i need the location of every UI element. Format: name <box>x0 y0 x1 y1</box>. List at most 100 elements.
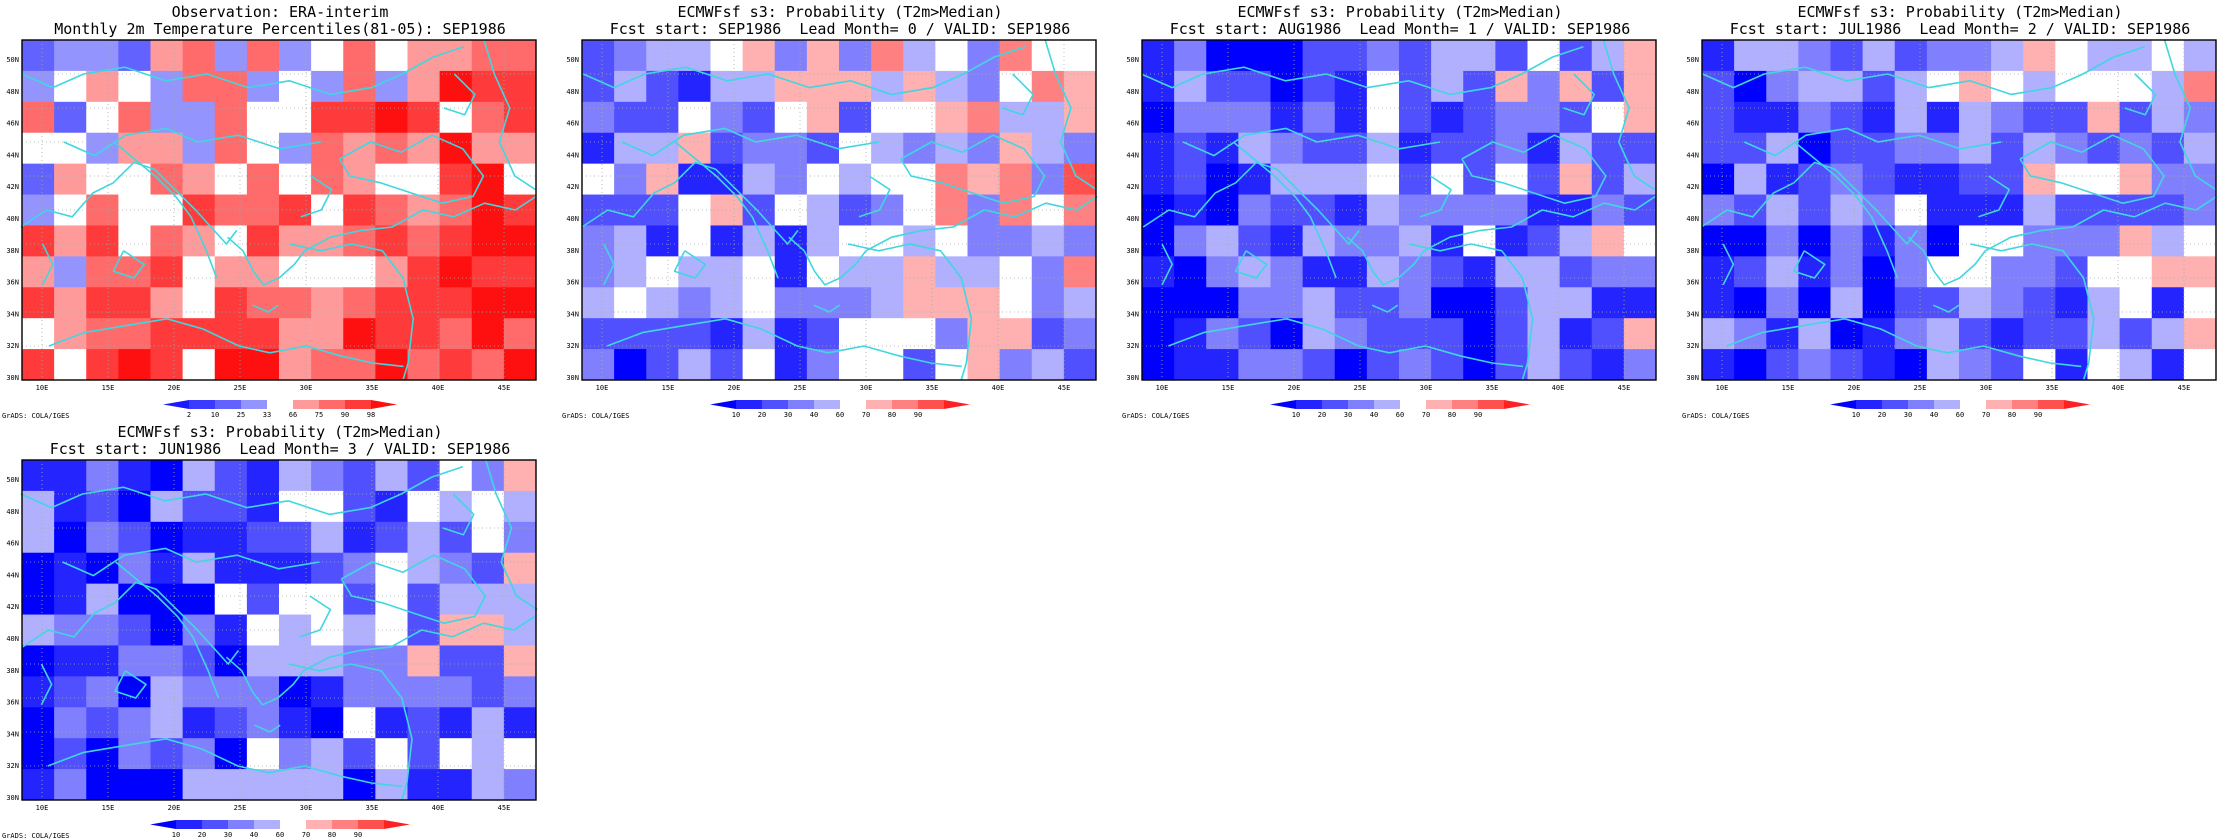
grid-cell <box>2023 101 2056 134</box>
grid-cell <box>54 769 87 801</box>
grid-cell <box>1894 70 1928 103</box>
grads-credit: GrADS: COLA/IGES <box>1682 412 1750 420</box>
grid-cell <box>1031 287 1065 319</box>
grid-cell <box>214 163 248 196</box>
lat-label: 34N <box>566 310 579 318</box>
grid-cell <box>903 40 936 72</box>
grid-cell <box>86 132 119 165</box>
colorbar-swatch <box>1478 400 1504 409</box>
grid-cell <box>2151 256 2185 288</box>
coastline <box>40 663 53 706</box>
lat-label: 32N <box>1686 342 1699 350</box>
lon-label: 20E <box>1288 384 1301 392</box>
grid-cell <box>150 460 184 492</box>
grid-cell <box>439 40 473 72</box>
grid-cell <box>1862 225 1896 257</box>
grid-cell <box>1063 287 1097 319</box>
coastline <box>1182 127 1441 157</box>
grid-cell <box>1463 287 1496 319</box>
grid-cell <box>1766 225 1799 257</box>
grid-cell <box>375 707 408 739</box>
lon-label: 15E <box>662 384 675 392</box>
grid-cell <box>1702 287 1735 319</box>
lat-label: 32N <box>6 342 19 350</box>
grid-cell <box>1399 287 1432 319</box>
grid-cell <box>214 460 248 492</box>
grid-cell <box>375 460 408 492</box>
grid-cell <box>182 707 216 739</box>
grid-cell <box>343 707 376 739</box>
grid-cell <box>1527 225 1561 257</box>
grid-cell <box>710 256 744 288</box>
grid-cell <box>1495 70 1528 103</box>
colorbar-swatch <box>1400 400 1426 409</box>
coastline <box>1371 304 1399 313</box>
colorbar-swatch <box>319 400 345 409</box>
grid-cell <box>1431 40 1464 72</box>
grid-cell <box>22 676 55 708</box>
grid-cell <box>1031 40 1065 72</box>
lon-label: 10E <box>36 384 49 392</box>
grid-cell <box>1431 101 1464 134</box>
grid-cell <box>1894 225 1928 257</box>
grid-cell <box>1063 225 1097 257</box>
coastline <box>1793 141 1899 279</box>
grid-cell <box>903 349 936 381</box>
coastline <box>674 141 779 279</box>
grid-cell <box>118 40 151 72</box>
grid-cell <box>2055 225 2088 257</box>
grid-cell <box>1431 349 1464 381</box>
grid-cell <box>1463 318 1496 350</box>
grid-cell <box>806 132 840 165</box>
map-frame <box>1701 39 2217 381</box>
coastline <box>252 304 279 313</box>
lat-label: 38N <box>566 247 579 255</box>
grid-cell <box>1142 132 1175 165</box>
grid-cell <box>311 40 344 72</box>
grid-cell <box>118 349 151 381</box>
grid-cell <box>503 490 537 523</box>
grid-cell <box>1702 40 1735 72</box>
grid-cell <box>214 70 248 103</box>
lon-label: 45E <box>2178 384 2191 392</box>
lon-label: 10E <box>36 804 49 812</box>
grid-cell <box>614 349 647 381</box>
grid-cell <box>774 256 808 288</box>
grads-credit: GrADS: COLA/IGES <box>2 412 70 420</box>
grid-cell <box>214 318 248 350</box>
grid-cell <box>471 676 505 708</box>
grid-cell <box>471 490 505 523</box>
grid-cell <box>1766 349 1799 381</box>
grid-cell <box>1591 225 1625 257</box>
shaded-cells <box>22 460 537 801</box>
grid-cell <box>646 70 679 103</box>
colorbar-label: 70 <box>1422 411 1430 419</box>
grid-cell <box>1702 101 1735 134</box>
grid-cell <box>1959 318 1992 350</box>
grid-cell <box>1206 163 1239 196</box>
grid-cell <box>182 676 216 708</box>
grid-cell <box>1766 256 1799 288</box>
grid-cell <box>1559 101 1593 134</box>
grid-cell <box>22 738 55 770</box>
grid-cell <box>1559 318 1593 350</box>
grid-cell <box>1959 287 1992 319</box>
lat-label: 46N <box>566 120 579 128</box>
coastline <box>114 670 147 699</box>
grid-cell <box>1334 256 1368 288</box>
grid-cell <box>806 101 840 134</box>
grid-cell <box>1926 163 1960 196</box>
grid-cell <box>150 40 184 72</box>
coastline <box>115 561 220 699</box>
grid-cell <box>375 287 408 319</box>
map-frame <box>1141 39 1657 381</box>
panel-observation: 50N 48N 46N 44N 42N 40N 38N 36N 34N 32N 30N 10E 15E 2… <box>0 0 560 420</box>
grid-cell <box>471 645 505 677</box>
coastline <box>48 317 404 368</box>
grid-cell <box>246 225 280 257</box>
coastline <box>227 195 537 286</box>
grid-cell <box>806 349 840 381</box>
panel-forecast-lead-0: 50N 48N 46N 44N 42N 40N 38N 36N 34N 32N 30N 10E 15E 2… <box>560 0 1120 420</box>
grid-cell <box>118 256 151 288</box>
colorbar: 10 20 30 40 60 70 80 90 <box>1830 400 2090 419</box>
